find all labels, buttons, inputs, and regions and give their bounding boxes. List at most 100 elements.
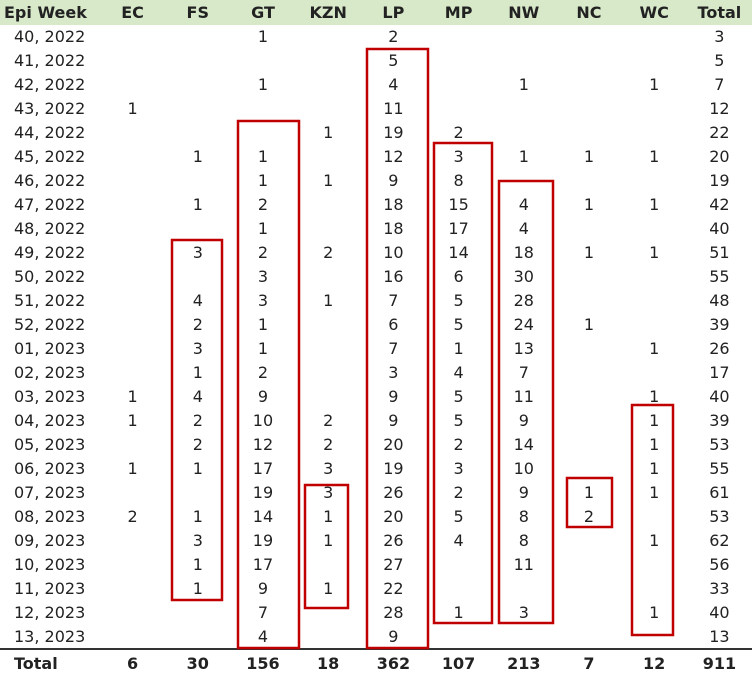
cell: 61 [709, 482, 730, 502]
cell: 5 [453, 314, 464, 334]
cell: 19 [383, 458, 404, 478]
row-label: 44, 2022 [14, 122, 86, 142]
cell: 2 [127, 506, 138, 526]
cell [100, 144, 165, 168]
cell: LP [382, 3, 405, 22]
cell: FS [186, 3, 209, 22]
cell: 2 [323, 242, 334, 262]
cell [491, 96, 556, 120]
cell [100, 24, 165, 48]
cell: 1 [649, 194, 660, 214]
cell [165, 24, 230, 48]
cell [556, 24, 621, 48]
cell [426, 24, 491, 48]
cell: 1 [323, 506, 334, 526]
cell: 56 [709, 554, 730, 574]
cell: 1 [257, 146, 269, 166]
cell [230, 120, 295, 144]
cell [556, 456, 621, 480]
cell [296, 312, 361, 336]
data-row: 07, 2023 19 3 26 2 9 1 1 61 [0, 480, 752, 504]
cell: 24 [513, 314, 534, 334]
cell: 7 [257, 602, 269, 622]
cell: 17 [709, 362, 730, 382]
cell: 18 [513, 242, 534, 262]
row-label: 40, 2022 [14, 26, 86, 46]
data-row: 44, 2022 1 19 2 22 [0, 120, 752, 144]
cell: 2 [453, 482, 464, 502]
cell: 39 [709, 410, 730, 430]
cell: 22 [383, 578, 404, 598]
cell: 6 [127, 653, 139, 673]
cell [165, 96, 230, 120]
cell [556, 408, 621, 432]
cell: 17 [252, 554, 274, 574]
cell [100, 360, 165, 384]
cell: 1 [649, 242, 660, 262]
row-label: 49, 2022 [14, 242, 86, 262]
cell [165, 120, 230, 144]
cell: 1 [257, 26, 269, 46]
cell [622, 576, 687, 600]
row-label: 06, 2023 [14, 458, 86, 478]
row-label: 08, 2023 [14, 506, 86, 526]
cell: 2 [453, 122, 464, 142]
cell: 12 [643, 653, 666, 673]
cell: 28 [383, 602, 404, 622]
cell: 1 [257, 218, 269, 238]
row-label: 52, 2022 [14, 314, 86, 334]
cell: 8 [518, 530, 529, 550]
data-row: 02, 2023 1 2 3 4 7 17 [0, 360, 752, 384]
cell: 1 [127, 386, 138, 406]
cell: 1 [649, 146, 660, 166]
cell: 1 [192, 194, 203, 214]
cell: 12 [383, 146, 404, 166]
cell: 7 [388, 290, 399, 310]
cell: 6 [388, 314, 399, 334]
cell: 1 [583, 194, 595, 214]
cell: 4 [453, 362, 464, 382]
cell: 7 [583, 653, 595, 673]
cell: 9 [388, 386, 399, 406]
cell: 1 [583, 314, 595, 334]
cell [426, 552, 491, 576]
cell [426, 96, 491, 120]
cell: 14 [513, 434, 534, 454]
cell: 1 [649, 434, 660, 454]
cell [296, 24, 361, 48]
cell [556, 72, 621, 96]
cell: 40 [709, 386, 730, 406]
cell [622, 216, 687, 240]
cell: 22 [709, 122, 730, 142]
cell: 1 [127, 458, 138, 478]
data-row: 47, 2022 1 2 18 15 4 1 1 42 [0, 192, 752, 216]
cell [622, 360, 687, 384]
cell: 10 [383, 242, 404, 262]
row-label: 43, 2022 [14, 98, 86, 118]
cell [491, 168, 556, 192]
cell: 1 [192, 146, 203, 166]
cell: 8 [518, 506, 529, 526]
cell: 2 [583, 506, 595, 526]
cell [556, 96, 621, 120]
data-row: 41, 2022 5 5 [0, 48, 752, 72]
row-label: 02, 2023 [14, 362, 86, 382]
cell: 6 [453, 266, 464, 286]
cell: 1 [583, 482, 595, 502]
cell [165, 48, 230, 72]
cell: 4 [388, 74, 399, 94]
cell: 1 [453, 602, 464, 622]
row-label: 07, 2023 [14, 482, 86, 502]
row-label: 42, 2022 [14, 74, 86, 94]
cell: 5 [453, 290, 464, 310]
data-row: 11, 2023 1 9 1 22 33 [0, 576, 752, 600]
cell [622, 24, 687, 48]
cell: 5 [453, 410, 464, 430]
cell: 1 [257, 74, 269, 94]
cell: 2 [453, 434, 464, 454]
cell [556, 528, 621, 552]
cell: 40 [709, 602, 730, 622]
cell: 1 [649, 410, 660, 430]
cell: 1 [127, 98, 138, 118]
header-row: Epi Week EC FS GT KZN LP MP NW NC WC Total [0, 0, 752, 25]
